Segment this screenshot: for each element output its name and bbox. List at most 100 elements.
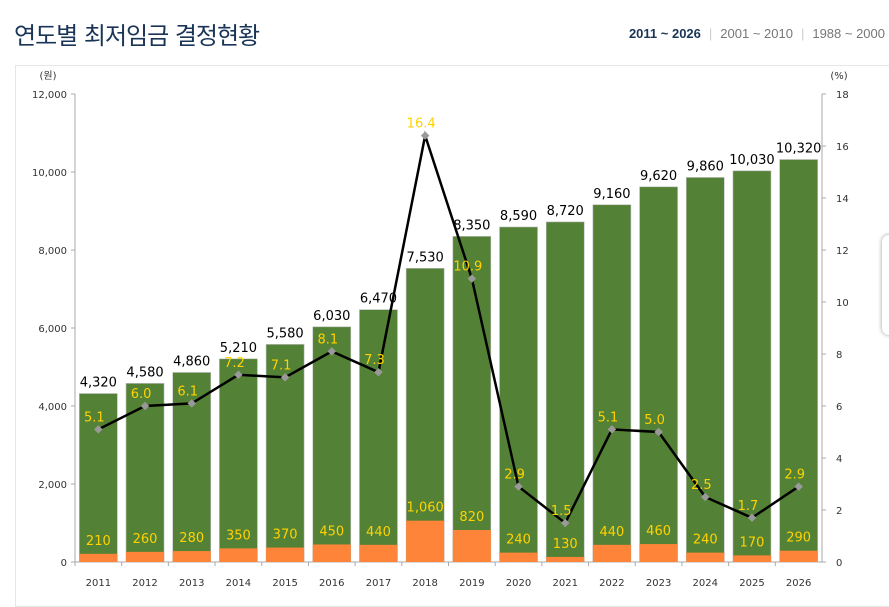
y-tick-label: 4,000 <box>38 402 67 413</box>
increase-label: 170 <box>740 535 765 550</box>
increase-label: 350 <box>226 528 251 543</box>
wage-label: 8,350 <box>453 218 490 233</box>
wage-bar <box>499 226 538 563</box>
rate-label: 7.2 <box>224 356 245 371</box>
y2-tick-label: 0 <box>836 558 842 569</box>
rate-label: 2.9 <box>504 468 525 483</box>
rate-point <box>280 373 290 382</box>
wage-label: 4,320 <box>80 376 117 391</box>
divider: | <box>800 26 805 41</box>
y2-tick-label: 18 <box>836 90 849 101</box>
y2-tick-label: 16 <box>836 142 849 153</box>
increase-label: 240 <box>693 533 718 548</box>
scroll-handle[interactable] <box>882 235 889 335</box>
rate-point <box>467 274 477 283</box>
rate-label: 10.9 <box>453 260 482 275</box>
wage-bar <box>592 204 632 563</box>
increase-label: 440 <box>366 525 391 540</box>
wage-label: 8,590 <box>500 209 537 224</box>
rate-label: 2.5 <box>691 478 712 493</box>
x-tick-label: 2013 <box>179 578 204 589</box>
increase-bar <box>452 530 491 562</box>
y-tick-label: 0 <box>61 558 67 569</box>
increase-bar <box>592 544 631 562</box>
increase-label: 260 <box>133 532 158 547</box>
increase-bar <box>406 520 445 562</box>
rate-label: 7.3 <box>364 353 385 368</box>
increase-bar <box>639 544 678 562</box>
wage-label: 9,860 <box>687 159 724 174</box>
rate-point <box>140 401 150 411</box>
rate-point <box>187 399 196 408</box>
increase-label: 1,060 <box>407 501 444 516</box>
wage-bar <box>312 326 352 563</box>
wage-label: 10,320 <box>776 142 822 157</box>
increase-bar <box>219 548 258 562</box>
increase-bar <box>359 544 398 562</box>
wage-label: 6,030 <box>313 309 350 324</box>
x-tick-label: 2023 <box>646 578 671 589</box>
rate-point <box>560 518 570 528</box>
increase-bar <box>546 556 585 562</box>
x-tick-label: 2020 <box>506 578 531 589</box>
y2-axis-label: (%) <box>830 71 847 82</box>
increase-label: 450 <box>319 524 344 539</box>
wage-bar <box>732 170 772 563</box>
x-tick-label: 2011 <box>86 578 111 589</box>
wage-bar <box>405 268 445 563</box>
period-tabs: 2011 ~ 2026 | 2001 ~ 2010 | 1988 ~ 2000 <box>629 26 885 41</box>
wage-bar <box>79 393 118 563</box>
x-tick-label: 2024 <box>693 578 718 589</box>
increase-label: 240 <box>506 533 531 548</box>
x-tick-label: 2017 <box>366 578 391 589</box>
rate-label: 1.5 <box>551 504 572 519</box>
rate-point <box>374 367 383 377</box>
tab-2011-2026[interactable]: 2011 ~ 2026 <box>628 26 701 41</box>
y2-tick-label: 4 <box>836 454 842 465</box>
rate-label: 16.4 <box>407 117 436 132</box>
wage-bar <box>779 159 818 563</box>
x-tick-label: 2021 <box>552 578 577 589</box>
rate-label: 2.9 <box>784 468 805 483</box>
increase-label: 440 <box>599 525 624 540</box>
x-tick-label: 2026 <box>786 578 811 589</box>
y2-tick-label: 8 <box>836 350 842 361</box>
x-tick-label: 2015 <box>272 578 297 589</box>
wage-bar <box>685 177 725 563</box>
minimum-wage-chart: (원) (%) 0 2,000 4,000 6,000 8,000 10,000 12,000 0… <box>32 70 849 589</box>
wage-label: 9,620 <box>640 169 677 184</box>
increase-label: 130 <box>553 537 578 552</box>
rate-label: 1.7 <box>738 499 759 514</box>
y2-tick-label: 14 <box>836 194 849 205</box>
y-tick-label: 10,000 <box>32 168 67 179</box>
tab-1988-2000[interactable]: 1988 ~ 2000 <box>812 26 885 41</box>
wage-label: 5,210 <box>220 341 257 356</box>
rate-label: 7.1 <box>271 358 292 373</box>
y-axis-label: (원) <box>39 70 56 82</box>
rate-point <box>607 425 617 434</box>
rate-label: 5.1 <box>84 410 105 425</box>
increase-label: 280 <box>179 531 204 546</box>
rate-label: 6.1 <box>177 384 198 399</box>
rate-point <box>701 492 710 502</box>
rate-line <box>97 130 800 525</box>
wage-bar <box>639 186 678 563</box>
tab-2001-2010[interactable]: 2001 ~ 2010 <box>720 26 793 41</box>
rate-point <box>327 347 337 356</box>
wage-bar <box>219 358 258 563</box>
y2-tick-label: 10 <box>836 298 849 309</box>
wage-label: 5,580 <box>266 326 303 341</box>
rate-point <box>420 131 430 140</box>
rate-label: 5.0 <box>644 413 665 428</box>
x-tick-label: 2014 <box>226 578 251 589</box>
increase-label: 290 <box>786 531 811 546</box>
increase-bar <box>172 551 211 562</box>
increase-bar <box>732 555 771 562</box>
rate-point <box>94 425 103 434</box>
increase-bar <box>79 553 118 562</box>
wage-bar <box>359 309 398 563</box>
y-tick-label: 6,000 <box>38 324 67 335</box>
rate-point <box>747 513 757 523</box>
rate-point <box>794 482 803 491</box>
increase-bar <box>686 552 725 562</box>
